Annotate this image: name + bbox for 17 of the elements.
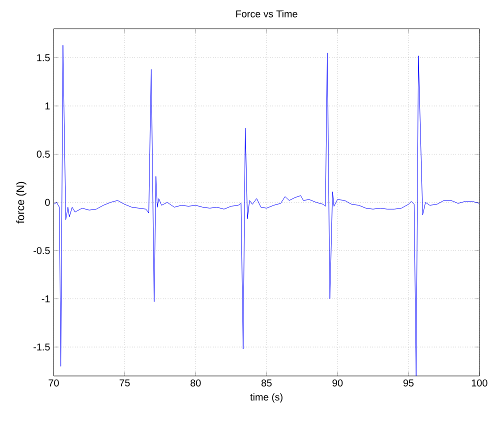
y-tick-label: 0 — [45, 199, 50, 206]
y-tick-label: 1 — [45, 102, 50, 110]
x-tick-label: 95 — [403, 380, 414, 387]
y-tick-label: -1 — [42, 296, 50, 302]
x-tick-label: 100 — [472, 380, 488, 387]
chart-title: Force vs Time — [236, 10, 298, 18]
y-tick-label: 0.5 — [36, 150, 50, 158]
y-tick-label: 1.5 — [37, 54, 50, 62]
x-tick-label: 85 — [261, 380, 272, 387]
y-axis-title: force (N) — [16, 182, 26, 224]
x-tick-label: 80 — [190, 380, 201, 387]
x-tick-label: 70 — [48, 380, 59, 387]
y-tick-label: -0.5 — [34, 247, 50, 254]
x-tick-label: 75 — [120, 380, 130, 387]
x-tick-label: 90 — [332, 380, 343, 387]
x-axis-title: time (s) — [250, 393, 282, 403]
y-tick-label: -1.5 — [34, 344, 50, 351]
